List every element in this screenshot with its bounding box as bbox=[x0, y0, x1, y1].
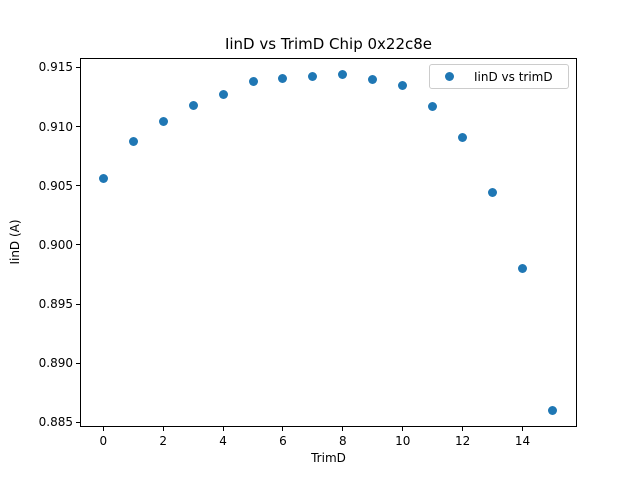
x-tick-mark bbox=[282, 427, 284, 431]
x-tick-mark bbox=[222, 427, 224, 431]
data-point bbox=[278, 73, 288, 83]
data-point bbox=[308, 72, 318, 82]
x-tick-label: 0 bbox=[99, 434, 108, 448]
x-tick-label: 2 bbox=[159, 434, 168, 448]
y-tick-mark bbox=[76, 303, 80, 305]
x-tick-label: 14 bbox=[514, 434, 531, 448]
plot-area bbox=[80, 58, 577, 427]
data-point bbox=[368, 74, 378, 84]
x-tick-label: 10 bbox=[395, 434, 411, 448]
x-tick-label: 4 bbox=[219, 434, 227, 448]
x-tick-mark bbox=[402, 427, 404, 431]
x-tick-label: 12 bbox=[454, 434, 471, 448]
y-tick-mark bbox=[76, 244, 80, 246]
data-point bbox=[188, 100, 198, 110]
x-tick-label: 8 bbox=[339, 434, 347, 448]
y-axis-label: IinD (A) bbox=[8, 219, 22, 265]
legend: IinD vs trimD bbox=[429, 64, 569, 89]
y-tick-label: 0.905 bbox=[38, 178, 73, 193]
y-tick-label: 0.910 bbox=[38, 119, 73, 134]
y-tick-mark bbox=[76, 126, 80, 128]
data-point bbox=[398, 80, 408, 90]
x-tick-mark bbox=[102, 427, 104, 431]
x-tick-label: 6 bbox=[279, 434, 287, 448]
y-tick-label: 0.890 bbox=[38, 356, 73, 371]
y-tick-label: 0.885 bbox=[38, 415, 73, 430]
x-tick-mark bbox=[342, 427, 344, 431]
y-tick-label: 0.900 bbox=[38, 237, 73, 252]
chart-title: IinD vs TrimD Chip 0x22c8e bbox=[224, 35, 433, 53]
data-point bbox=[218, 90, 228, 100]
x-axis-label: TrimD bbox=[311, 451, 346, 465]
y-tick-mark bbox=[76, 66, 80, 68]
x-tick-mark bbox=[522, 427, 523, 431]
data-point bbox=[428, 101, 438, 111]
y-tick-mark bbox=[76, 421, 80, 423]
data-point bbox=[128, 137, 138, 147]
data-point bbox=[338, 70, 348, 80]
legend-label: IinD vs trimD bbox=[474, 69, 553, 84]
x-tick-mark bbox=[462, 427, 464, 431]
data-point bbox=[518, 264, 527, 274]
y-tick-label: 0.915 bbox=[38, 60, 73, 75]
data-point bbox=[98, 174, 108, 184]
data-point bbox=[248, 77, 258, 87]
x-tick-mark bbox=[162, 427, 164, 431]
y-tick-mark bbox=[76, 362, 80, 364]
data-point bbox=[458, 132, 468, 142]
data-point bbox=[547, 405, 557, 415]
legend-scatter-marker-icon bbox=[445, 72, 454, 81]
y-tick-mark bbox=[76, 185, 80, 187]
y-tick-label: 0.895 bbox=[38, 297, 73, 311]
data-point bbox=[488, 188, 498, 198]
data-point bbox=[158, 117, 168, 127]
